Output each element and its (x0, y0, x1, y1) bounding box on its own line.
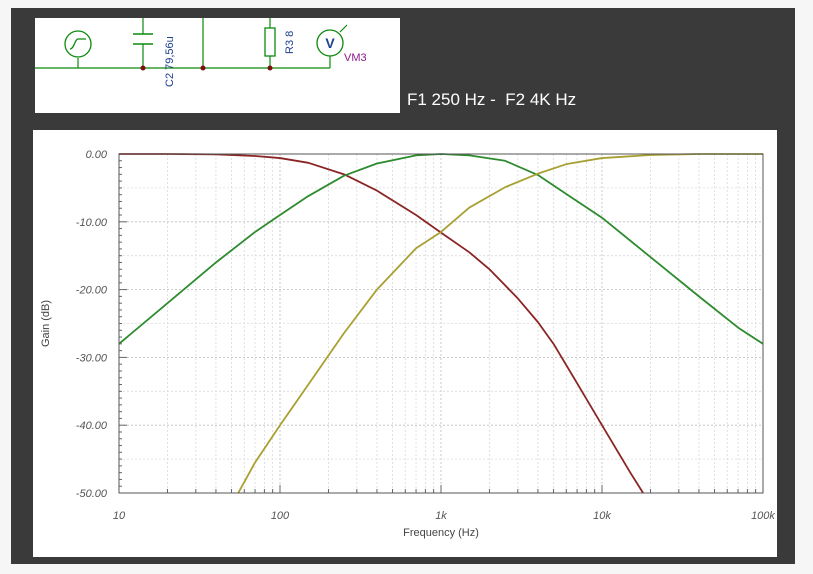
voltmeter-symbol: V (325, 35, 335, 51)
y-tick-label: -50.00 (76, 488, 108, 500)
x-tick-label: 100k (751, 510, 775, 522)
capacitor-label: C2 79,56u (164, 36, 176, 87)
junction-dot (200, 65, 206, 71)
gain-frequency-chart: 10 100 1k 10k 100k 0.00 -10.00 -20.00 -30.00 -40.… (40, 149, 776, 539)
junction-dot (140, 65, 146, 71)
y-tick-label: -20.00 (76, 285, 108, 297)
y-tick-label: -10.00 (76, 217, 108, 229)
crossover-caption: F1 250 Hz - F2 4K Hz (407, 90, 577, 109)
plot-area-border (118, 153, 764, 494)
grid-lines (118, 153, 763, 494)
resistor-icon (264, 27, 276, 57)
x-tick-label: 1k (435, 510, 447, 522)
x-tick-label: 10 (113, 510, 126, 522)
axes-group: 10 100 1k 10k 100k 0.00 -10.00 -20.00 -30.00 -40.… (76, 149, 776, 522)
x-tick-label: 100 (271, 510, 290, 522)
series-line (237, 153, 763, 493)
signal-source-icon (64, 30, 92, 58)
y-tick-label: 0.00 (86, 149, 108, 161)
plot-panel: 10 100 1k 10k 100k 0.00 -10.00 -20.00 -30.00 -40.… (33, 130, 777, 557)
schematic-drawing: C2 79,56u R3 8 V VM3 (35, 18, 367, 87)
x-axis-label: Frequency (Hz) (403, 527, 479, 539)
y-tick-label: -30.00 (76, 352, 108, 364)
x-tick-label: 10k (593, 510, 611, 522)
figure-frame: C2 79,56u R3 8 V VM3 F1 250 Hz - F2 4K H… (11, 8, 795, 564)
y-axis-label: Gain (dB) (40, 300, 52, 347)
voltmeter-label: VM3 (344, 52, 367, 64)
source-waveform-icon (69, 38, 86, 50)
junction-dot (267, 65, 273, 71)
schematic-panel: C2 79,56u R3 8 V VM3 (35, 18, 400, 113)
voltmeter-icon (316, 29, 344, 57)
y-tick-label: -40.00 (76, 420, 108, 432)
meter-arrow-icon (339, 24, 348, 33)
resistor-label: R3 8 (284, 31, 296, 54)
